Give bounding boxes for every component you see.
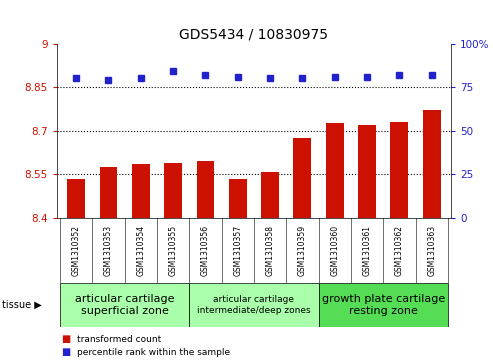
Text: growth plate cartilage
resting zone: growth plate cartilage resting zone (321, 294, 445, 316)
Bar (60, 283, 189, 327)
Text: GSM1310354: GSM1310354 (136, 225, 145, 276)
Text: GSM1310358: GSM1310358 (266, 225, 275, 276)
Bar (326, 123, 344, 363)
Text: GSM1310352: GSM1310352 (71, 225, 80, 276)
Bar (164, 163, 182, 363)
Text: GSM1310361: GSM1310361 (362, 225, 372, 276)
Text: articular cartilage
intermediate/deep zones: articular cartilage intermediate/deep zo… (197, 295, 311, 315)
Bar (229, 179, 246, 363)
Text: GSM1310356: GSM1310356 (201, 225, 210, 276)
Bar (423, 110, 441, 363)
Bar (189, 283, 318, 327)
Bar (318, 283, 448, 327)
Text: GSM1310355: GSM1310355 (169, 225, 177, 276)
Text: GSM1310353: GSM1310353 (104, 225, 113, 276)
Bar (197, 161, 214, 363)
Text: percentile rank within the sample: percentile rank within the sample (77, 348, 231, 356)
Text: ■: ■ (62, 347, 71, 357)
Title: GDS5434 / 10830975: GDS5434 / 10830975 (179, 27, 328, 41)
Bar (100, 167, 117, 363)
Text: GSM1310360: GSM1310360 (330, 225, 339, 276)
Text: GSM1310359: GSM1310359 (298, 225, 307, 276)
Bar (390, 122, 408, 363)
Bar (67, 179, 85, 363)
Bar (132, 164, 150, 363)
Text: GSM1310363: GSM1310363 (427, 225, 436, 276)
Text: transformed count: transformed count (77, 335, 162, 344)
Text: GSM1310362: GSM1310362 (395, 225, 404, 276)
Text: GSM1310357: GSM1310357 (233, 225, 242, 276)
Text: articular cartilage
superficial zone: articular cartilage superficial zone (75, 294, 175, 316)
Bar (293, 138, 311, 363)
Bar (358, 125, 376, 363)
Text: tissue ▶: tissue ▶ (2, 300, 42, 310)
Text: ■: ■ (62, 334, 71, 344)
Bar (261, 172, 279, 363)
